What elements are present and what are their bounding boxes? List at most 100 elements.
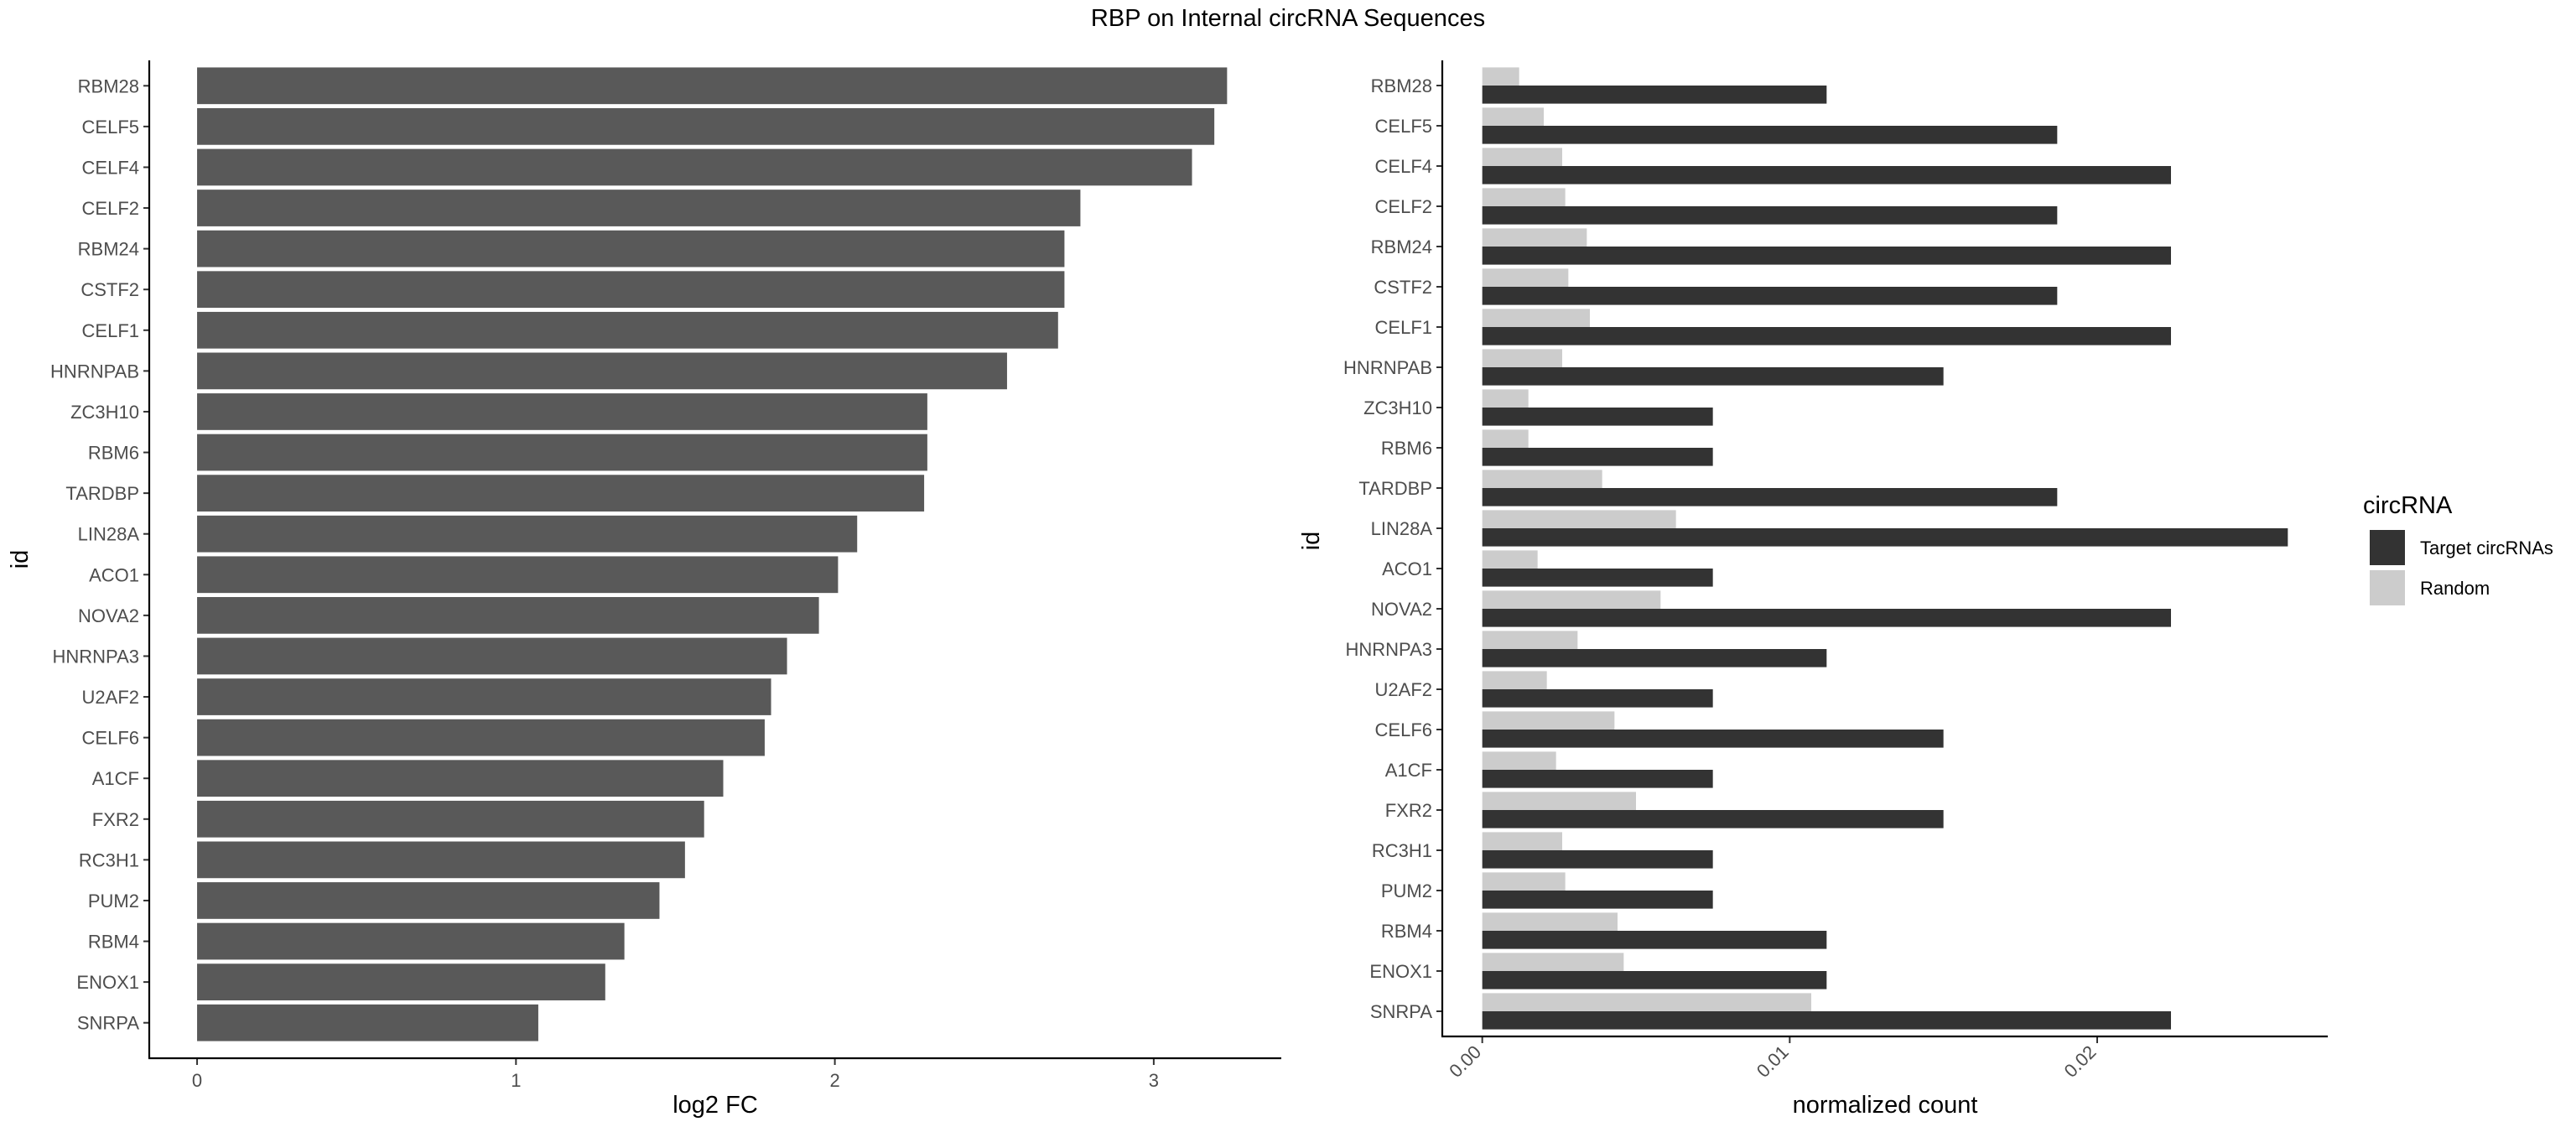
right-bar-target-snrpa <box>1482 1011 2171 1030</box>
left-category-label: HNRNPA3 <box>52 646 139 667</box>
right-bar-target-celf5 <box>1482 126 2058 144</box>
right-category-label: CELF2 <box>1375 196 1432 217</box>
right-category-label: CELF4 <box>1375 156 1432 177</box>
right-category-label: CSTF2 <box>1374 277 1432 298</box>
left-bar-rbm28 <box>197 67 1228 105</box>
left-bar-celf2 <box>197 190 1081 226</box>
left-category-label: TARDBP <box>65 483 139 504</box>
right-bar-target-a1cf <box>1482 770 1713 788</box>
right-category-label: LIN28A <box>1371 518 1433 539</box>
right-bar-target-celf1 <box>1482 327 2171 345</box>
left-bar-enox1 <box>197 963 605 1000</box>
right-bar-random-pum2 <box>1482 872 1566 891</box>
legend-label: Random <box>2420 578 2490 599</box>
right-bar-random-rbm28 <box>1482 67 1519 86</box>
right-category-label: RBM24 <box>1371 236 1432 257</box>
right-y-axis-label: id <box>1298 532 1325 551</box>
left-category-label: CELF2 <box>82 198 139 219</box>
right-bar-random-nova2 <box>1482 590 1661 609</box>
right-category-label: CELF5 <box>1375 116 1432 137</box>
right-category-label: CELF1 <box>1375 317 1432 338</box>
left-x-tick-label: 3 <box>1149 1070 1159 1091</box>
left-category-label: A1CF <box>92 768 139 789</box>
right-category-label: HNRNPAB <box>1343 357 1432 378</box>
left-bar-celf6 <box>197 719 765 756</box>
left-category-label: SNRPA <box>77 1013 139 1034</box>
right-x-axis-label: normalized count <box>1793 1092 1978 1119</box>
left-category-label: CELF4 <box>82 157 139 178</box>
left-category-label: RBM6 <box>88 443 139 464</box>
right-category-label: HNRNPA3 <box>1345 639 1432 660</box>
right-bar-random-celf6 <box>1482 711 1615 730</box>
left-category-label: NOVA2 <box>78 605 139 626</box>
right-category-label: RC3H1 <box>1372 840 1432 861</box>
right-bar-target-u2af2 <box>1482 689 1713 708</box>
left-category-label: CELF1 <box>82 320 139 341</box>
left-category-label: HNRNPAB <box>50 361 139 382</box>
legend-title: circRNA <box>2363 492 2453 519</box>
right-bar-random-cstf2 <box>1482 268 1569 287</box>
right-x-tick-label: 0.01 <box>1753 1041 1793 1082</box>
right-x-tick-labels: 0.00 0.01 0.02 <box>1445 1036 2101 1082</box>
right-category-label: U2AF2 <box>1375 679 1432 700</box>
left-bars <box>197 67 1228 1041</box>
left-bar-hnrnpab <box>197 352 1007 390</box>
left-bar-rc3h1 <box>197 841 685 879</box>
left-bar-tardbp <box>197 475 925 512</box>
right-bar-target-hnrnpa3 <box>1482 649 1827 667</box>
right-category-label: RBM4 <box>1381 921 1432 942</box>
right-bar-target-zc3h10 <box>1482 408 1713 426</box>
left-category-label: FXR2 <box>92 809 139 830</box>
left-x-tick-label: 1 <box>511 1070 521 1091</box>
right-bar-target-celf2 <box>1482 206 2058 225</box>
right-bars <box>1482 67 2288 1030</box>
right-category-label: ZC3H10 <box>1363 397 1432 418</box>
left-bar-cstf2 <box>197 271 1065 309</box>
left-bar-nova2 <box>197 597 819 634</box>
left-bar-u2af2 <box>197 678 771 715</box>
right-category-label: CELF6 <box>1375 719 1432 740</box>
right-bar-target-rbm4 <box>1482 931 1827 949</box>
left-category-label: CSTF2 <box>80 279 139 300</box>
right-bar-target-rc3h1 <box>1482 850 1713 869</box>
right-bar-random-hnrnpa3 <box>1482 631 1578 649</box>
legend-items: Target circRNAs Random <box>2370 530 2553 605</box>
right-bar-random-rbm6 <box>1482 429 1529 448</box>
right-category-label: RBM28 <box>1371 75 1432 96</box>
right-bar-random-lin28a <box>1482 510 1676 528</box>
left-bar-pum2 <box>197 882 660 919</box>
right-bar-target-nova2 <box>1482 609 2171 627</box>
right-bar-target-celf6 <box>1482 730 1944 748</box>
left-category-labels: RBM28 CELF5 CELF4 CELF2 RBM24 CSTF2 CELF1 HNRNP… <box>50 75 149 1034</box>
right-bar-target-fxr2 <box>1482 810 1944 828</box>
right-bar-target-enox1 <box>1482 971 1827 989</box>
right-bar-target-tardbp <box>1482 488 2058 506</box>
right-bar-target-rbm24 <box>1482 247 2171 265</box>
right-bar-random-a1cf <box>1482 751 1556 770</box>
left-bar-snrpa <box>197 1004 538 1041</box>
right-bar-random-rc3h1 <box>1482 832 1562 850</box>
right-bar-random-celf1 <box>1482 309 1590 327</box>
right-category-label: PUM2 <box>1381 880 1432 901</box>
left-category-label: RBM28 <box>78 75 139 96</box>
right-bar-target-cstf2 <box>1482 287 2058 305</box>
right-bar-random-rbm4 <box>1482 912 1618 931</box>
left-bar-aco1 <box>197 556 839 594</box>
right-bar-target-rbm28 <box>1482 86 1827 104</box>
right-bar-target-aco1 <box>1482 569 1713 587</box>
right-bar-target-rbm6 <box>1482 448 1713 466</box>
right-category-labels: RBM28 CELF5 CELF4 CELF2 RBM24 CSTF2 CELF1 HNRNP… <box>1343 75 1442 1022</box>
right-bar-random-rbm24 <box>1482 228 1587 247</box>
left-category-label: RBM4 <box>88 932 139 953</box>
right-category-label: A1CF <box>1385 760 1432 781</box>
left-panel: RBM28 CELF5 CELF4 CELF2 RBM24 CSTF2 CELF1 HNRNP… <box>7 60 1281 1119</box>
left-category-label: ZC3H10 <box>70 402 139 423</box>
left-bar-lin28a <box>197 515 858 553</box>
left-bar-rbm24 <box>197 230 1065 267</box>
left-category-label: ACO1 <box>89 564 139 585</box>
right-bar-target-celf4 <box>1482 166 2171 184</box>
left-y-axis-label: id <box>7 550 34 569</box>
legend-key-random <box>2370 570 2405 605</box>
right-bar-random-enox1 <box>1482 953 1624 971</box>
